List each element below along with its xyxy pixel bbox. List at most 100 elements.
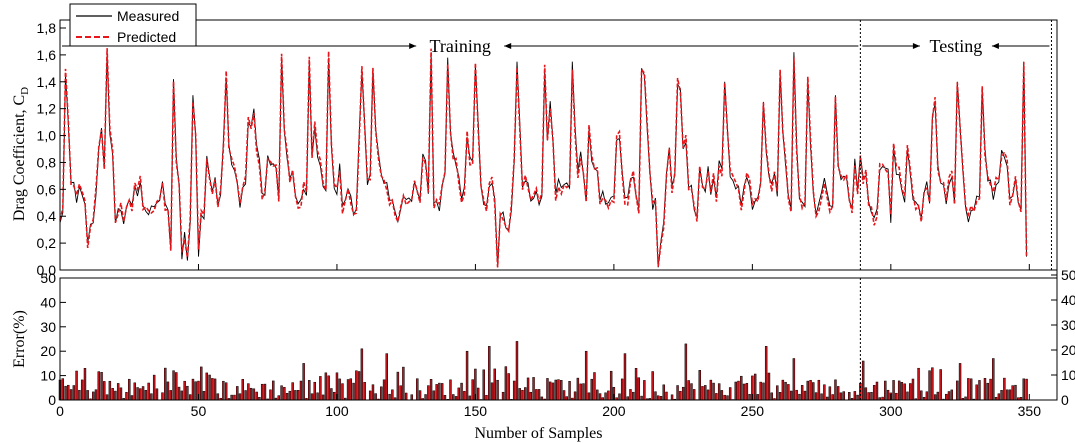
error-bar bbox=[598, 393, 602, 401]
error-bar bbox=[382, 379, 386, 401]
error-bar bbox=[283, 387, 286, 401]
error-bar bbox=[728, 387, 732, 401]
top-y-tick-label: 0,0 bbox=[37, 262, 57, 278]
error-bar bbox=[454, 396, 458, 401]
error-bar bbox=[141, 386, 145, 401]
error-bar bbox=[435, 384, 438, 401]
error-bar bbox=[762, 382, 765, 401]
top-y-tick-label: 0,8 bbox=[37, 154, 57, 170]
top-y-tick-label: 1,6 bbox=[37, 47, 57, 63]
error-bar bbox=[654, 391, 657, 401]
error-bar bbox=[252, 388, 256, 401]
error-bar bbox=[734, 381, 737, 401]
error-bar bbox=[152, 374, 156, 401]
error-bar bbox=[596, 389, 599, 401]
error-bar bbox=[643, 380, 646, 401]
arrowhead bbox=[912, 43, 920, 49]
error-bar bbox=[166, 381, 170, 401]
x-tick-label: 50 bbox=[191, 403, 207, 419]
error-bar bbox=[501, 391, 505, 401]
error-bar bbox=[255, 391, 258, 401]
error-bar bbox=[515, 341, 519, 401]
error-bar bbox=[983, 378, 987, 401]
error-bar bbox=[399, 385, 402, 401]
error-bar bbox=[975, 384, 978, 401]
error-bar bbox=[803, 390, 807, 401]
error-bar bbox=[931, 367, 934, 401]
error-bar bbox=[978, 380, 981, 401]
error-bar bbox=[670, 394, 674, 401]
top-y-tick-label: 0,2 bbox=[37, 235, 57, 251]
error-bar bbox=[892, 380, 895, 401]
x-tick-label: 300 bbox=[879, 403, 903, 419]
error-bar bbox=[560, 380, 563, 401]
error-bar bbox=[310, 393, 314, 401]
error-bar bbox=[341, 383, 344, 401]
error-bar bbox=[587, 392, 591, 401]
error-bar bbox=[618, 393, 621, 401]
error-bar bbox=[526, 377, 530, 401]
error-bar bbox=[576, 377, 580, 401]
error-bar bbox=[136, 387, 139, 401]
error-bar bbox=[241, 379, 244, 401]
error-bar bbox=[404, 392, 408, 401]
error-bar bbox=[75, 370, 78, 401]
error-bar bbox=[521, 390, 524, 401]
error-bar bbox=[584, 350, 588, 401]
error-bar bbox=[809, 380, 812, 401]
error-bar bbox=[125, 392, 128, 401]
error-bar bbox=[94, 389, 98, 401]
x-tick-label: 200 bbox=[602, 403, 626, 419]
legend-label-measured: Measured bbox=[117, 8, 179, 24]
error-bar bbox=[92, 391, 95, 401]
error-bar bbox=[687, 380, 690, 401]
error-bar bbox=[169, 390, 172, 401]
error-bar bbox=[194, 381, 197, 401]
error-bar bbox=[684, 343, 688, 401]
error-bar bbox=[764, 346, 768, 401]
top-y-tick-label: 1,4 bbox=[37, 74, 57, 90]
error-bar bbox=[175, 372, 178, 401]
error-bar bbox=[640, 395, 643, 401]
error-bar bbox=[482, 369, 485, 401]
error-bar bbox=[637, 377, 640, 401]
error-bar bbox=[720, 390, 724, 401]
error-bar bbox=[249, 387, 253, 401]
error-bar bbox=[150, 393, 153, 401]
error-bar bbox=[911, 378, 915, 401]
error-bar bbox=[820, 393, 823, 401]
error-bar bbox=[114, 390, 117, 401]
error-bar bbox=[737, 380, 740, 401]
error-bar bbox=[933, 394, 937, 401]
error-bar bbox=[886, 389, 890, 401]
error-bar bbox=[518, 388, 521, 401]
error-bar bbox=[133, 382, 136, 401]
error-bar bbox=[346, 379, 350, 401]
right-y-tick-label: 20 bbox=[1061, 342, 1075, 358]
error-bar bbox=[155, 388, 159, 401]
error-bar bbox=[795, 389, 798, 401]
error-bar bbox=[717, 383, 721, 401]
top-panel: Training Testing 0,0 0,2 0,4 0,6 0,8 1,0 1,2 1,4… bbox=[11, 3, 1058, 278]
error-bar bbox=[548, 381, 552, 401]
arrowhead bbox=[991, 43, 999, 49]
error-bar bbox=[147, 382, 150, 401]
error-bar bbox=[371, 384, 375, 401]
error-bar bbox=[870, 392, 873, 401]
error-bar bbox=[831, 394, 834, 401]
error-bar bbox=[634, 368, 638, 401]
error-bar bbox=[997, 393, 1001, 401]
error-bar bbox=[756, 394, 760, 401]
x-axis-label: Number of Samples bbox=[475, 425, 603, 442]
error-bar bbox=[568, 381, 571, 401]
error-bar bbox=[385, 353, 388, 401]
error-bar bbox=[476, 387, 480, 401]
error-bar bbox=[449, 379, 452, 401]
error-bar bbox=[753, 373, 757, 401]
error-bar bbox=[745, 383, 749, 401]
error-bar bbox=[277, 395, 280, 401]
annotation-label: Training bbox=[430, 36, 491, 56]
error-bar bbox=[512, 380, 516, 401]
error-bar bbox=[928, 370, 931, 401]
error-bar bbox=[327, 375, 330, 401]
